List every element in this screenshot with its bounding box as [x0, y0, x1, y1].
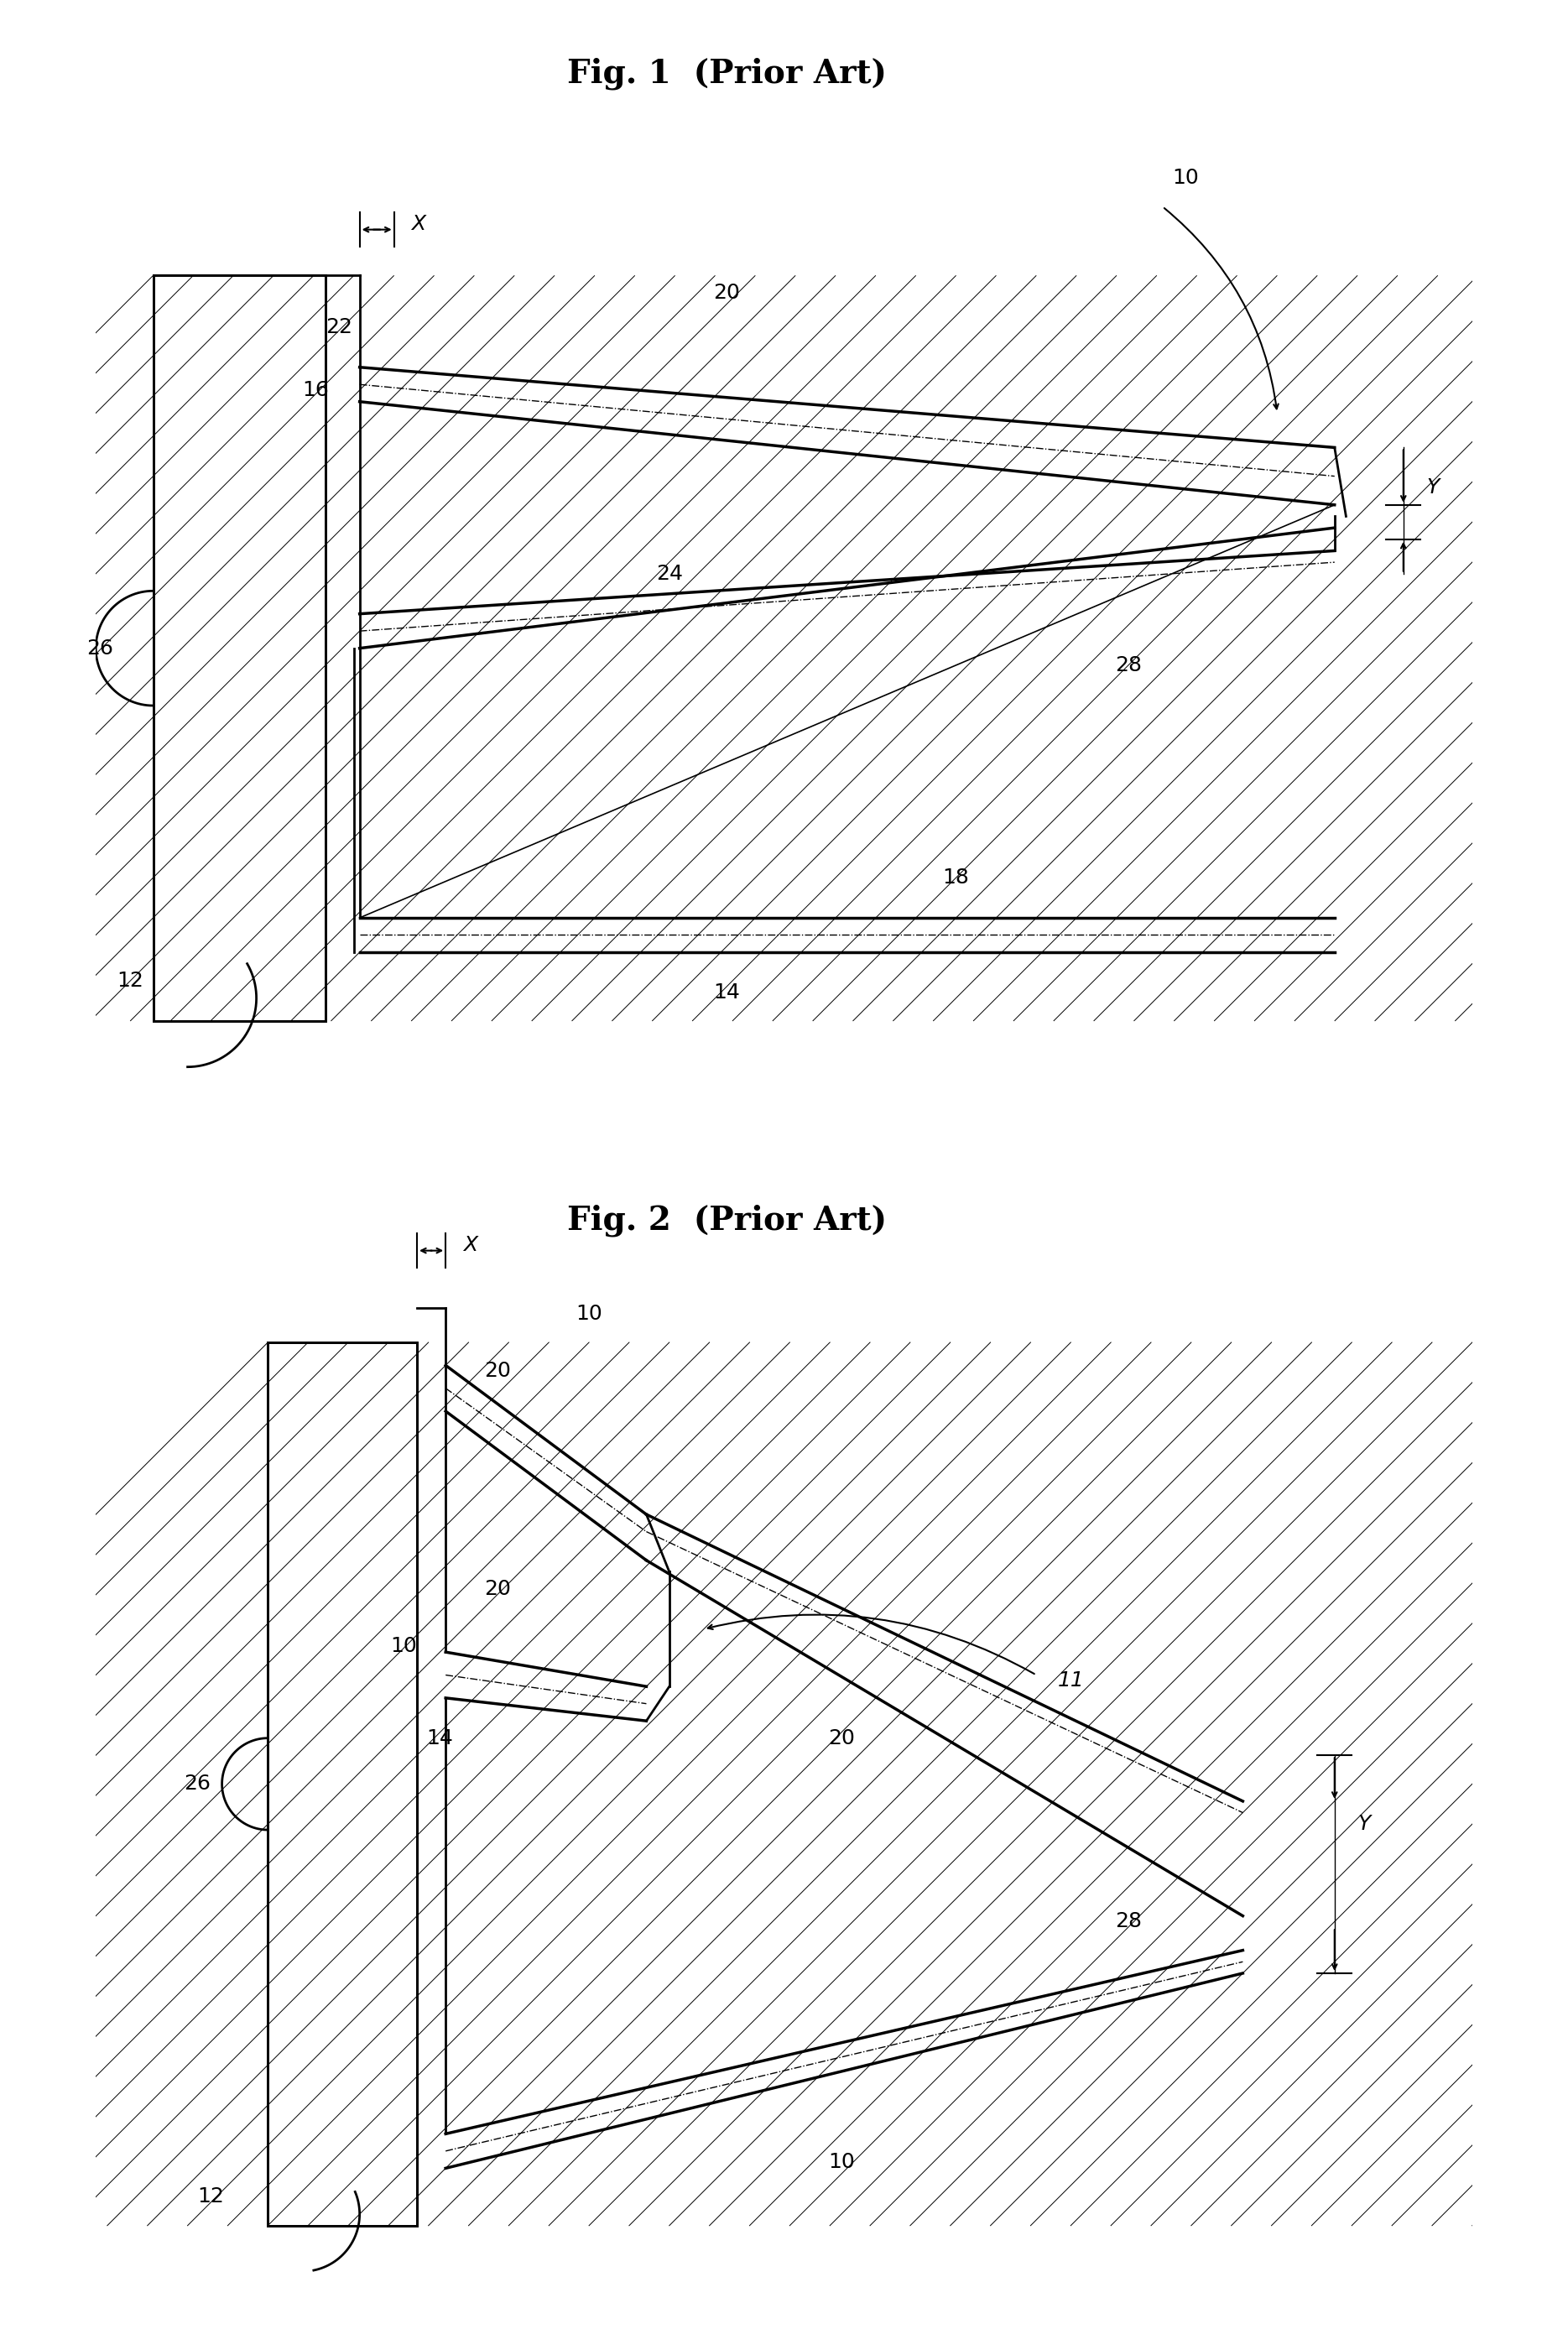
Text: 10: 10 [828, 2152, 855, 2173]
Text: 14: 14 [426, 1728, 453, 1749]
Text: Y: Y [1358, 1814, 1370, 1835]
Text: 26: 26 [183, 1775, 210, 1793]
Text: X: X [463, 1234, 477, 1255]
Text: 28: 28 [1115, 654, 1142, 675]
Text: 26: 26 [86, 638, 113, 659]
Text: 24: 24 [655, 564, 682, 585]
Text: 28: 28 [1115, 1912, 1142, 1931]
Text: 10: 10 [1173, 168, 1200, 189]
Text: 18: 18 [942, 866, 969, 887]
Bar [154, 275, 325, 1020]
Text: 20: 20 [485, 1360, 511, 1381]
Text: 12: 12 [198, 2187, 224, 2208]
Text: 10: 10 [575, 1304, 602, 1323]
Bar [268, 1342, 417, 2227]
Text: Y: Y [1427, 477, 1439, 498]
Text: Fig. 1  (Prior Art): Fig. 1 (Prior Art) [566, 58, 886, 91]
Text: 11: 11 [1057, 1670, 1083, 1691]
Text: 14: 14 [713, 983, 740, 1001]
Text: 12: 12 [118, 971, 144, 990]
Text: 22: 22 [325, 317, 353, 338]
Text: 20: 20 [828, 1728, 855, 1749]
Text: X: X [411, 214, 425, 233]
Text: 20: 20 [485, 1579, 511, 1600]
Text: 20: 20 [713, 282, 740, 303]
Text: 10: 10 [390, 1637, 417, 1656]
Bar [154, 275, 325, 1020]
Text: Fig. 2  (Prior Art): Fig. 2 (Prior Art) [566, 1204, 886, 1237]
Text: 16: 16 [303, 380, 329, 401]
Bar [268, 1342, 417, 2227]
